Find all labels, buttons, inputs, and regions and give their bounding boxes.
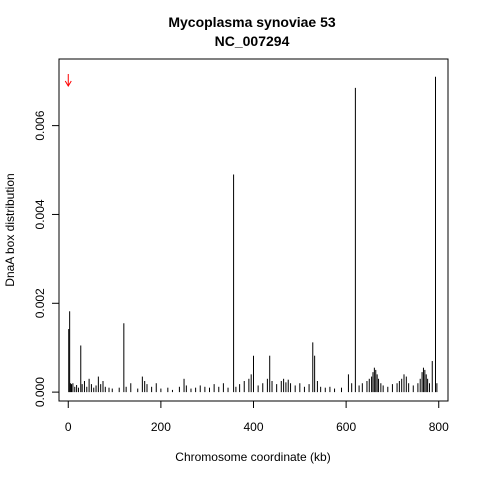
y-axis: 0.000 0.002 0.004 0.006 [33, 110, 60, 407]
x-axis-label: Chromosome coordinate (kb) [175, 450, 330, 464]
x-tick-label: 600 [336, 420, 356, 434]
bar-series [68, 76, 438, 393]
x-tick-label: 800 [429, 420, 449, 434]
plot-frame [58, 58, 449, 402]
y-tick-label: 0.000 [33, 377, 47, 407]
x-axis: 0 200 400 600 800 [65, 400, 449, 434]
y-tick-label: 0.004 [33, 199, 47, 229]
chart-subtitle: NC_007294 [215, 33, 290, 49]
x-tick-label: 0 [65, 420, 72, 434]
x-tick-label: 400 [243, 420, 263, 434]
y-axis-label: DnaA box distribution [3, 173, 17, 286]
y-tick-label: 0.002 [33, 288, 47, 318]
y-tick-label: 0.006 [33, 110, 47, 140]
origin-arrow-icon [64, 74, 72, 87]
x-tick-label: 200 [151, 420, 171, 434]
chart-title: Mycoplasma synoviae 53 [168, 14, 336, 30]
